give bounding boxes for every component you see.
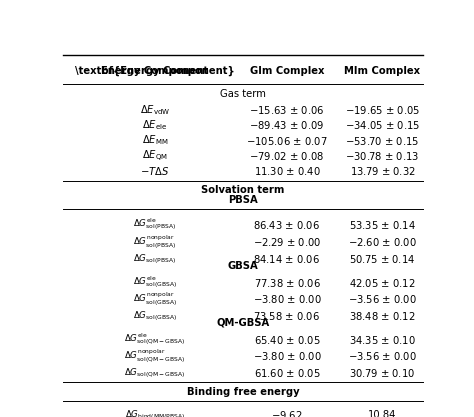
Text: $\Delta G^{\mathrm{ele}}_{\mathrm{sol(GBSA)}}$: $\Delta G^{\mathrm{ele}}_{\mathrm{sol(GB… xyxy=(133,274,177,291)
Text: PBSA: PBSA xyxy=(228,195,258,205)
Text: $-$34.05 $\pm$ 0.15: $-$34.05 $\pm$ 0.15 xyxy=(345,119,420,131)
Text: 11.30 $\pm$ 0.40: 11.30 $\pm$ 0.40 xyxy=(254,166,320,177)
Text: $\Delta G_{\mathrm{bind(MM/PBSA)}}$: $\Delta G_{\mathrm{bind(MM/PBSA)}}$ xyxy=(125,409,185,417)
Text: 10.84: 10.84 xyxy=(368,410,397,417)
Text: $\Delta E_{\mathrm{vdW}}$: $\Delta E_{\mathrm{vdW}}$ xyxy=(139,103,170,117)
Text: 86.43 $\pm$ 0.06: 86.43 $\pm$ 0.06 xyxy=(254,219,320,231)
Text: $-$105.06 $\pm$ 0.07: $-$105.06 $\pm$ 0.07 xyxy=(246,135,328,147)
Text: $\Delta E_{\mathrm{MM}}$: $\Delta E_{\mathrm{MM}}$ xyxy=(142,134,168,148)
Text: Binding free energy: Binding free energy xyxy=(187,387,299,397)
Text: $-$79.02 $\pm$ 0.08: $-$79.02 $\pm$ 0.08 xyxy=(249,150,325,162)
Text: $\Delta G_{\mathrm{sol(QM-GBSA)}}$: $\Delta G_{\mathrm{sol(QM-GBSA)}}$ xyxy=(124,366,185,380)
Text: 53.35 $\pm$ 0.14: 53.35 $\pm$ 0.14 xyxy=(349,219,416,231)
Text: $-$9.62: $-$9.62 xyxy=(271,409,303,417)
Text: 50.75 $\pm$ 0.14: 50.75 $\pm$ 0.14 xyxy=(349,253,416,265)
Text: $-$2.29 $\pm$ 0.00: $-$2.29 $\pm$ 0.00 xyxy=(253,236,321,248)
Text: $-$3.80 $\pm$ 0.00: $-$3.80 $\pm$ 0.00 xyxy=(253,293,321,305)
Text: 84.14 $\pm$ 0.06: 84.14 $\pm$ 0.06 xyxy=(254,253,320,265)
Text: $\Delta G^{\mathrm{nonpolar}}_{\mathrm{sol(GBSA)}}$: $\Delta G^{\mathrm{nonpolar}}_{\mathrm{s… xyxy=(133,290,177,308)
Text: $\Delta G^{\mathrm{nonpolar}}_{\mathrm{sol(PBSA)}}$: $\Delta G^{\mathrm{nonpolar}}_{\mathrm{s… xyxy=(133,233,176,251)
Text: $\Delta G^{\mathrm{ele}}_{\mathrm{sol(QM-GBSA)}}$: $\Delta G^{\mathrm{ele}}_{\mathrm{sol(QM… xyxy=(124,332,185,348)
Text: $-$19.65 $\pm$ 0.05: $-$19.65 $\pm$ 0.05 xyxy=(345,104,420,116)
Text: $\Delta G^{\mathrm{nonpolar}}_{\mathrm{sol(QM-GBSA)}}$: $\Delta G^{\mathrm{nonpolar}}_{\mathrm{s… xyxy=(124,348,185,365)
Text: $\Delta E_{\mathrm{QM}}$: $\Delta E_{\mathrm{QM}}$ xyxy=(142,148,168,163)
Text: $-$53.70 $\pm$ 0.15: $-$53.70 $\pm$ 0.15 xyxy=(346,135,419,147)
Text: $\Delta G_{\mathrm{sol(PBSA)}}$: $\Delta G_{\mathrm{sol(PBSA)}}$ xyxy=(133,252,176,266)
Text: 61.60 $\pm$ 0.05: 61.60 $\pm$ 0.05 xyxy=(254,367,320,379)
Text: QM-GBSA: QM-GBSA xyxy=(216,318,270,328)
Text: 73.58 $\pm$ 0.06: 73.58 $\pm$ 0.06 xyxy=(254,310,320,322)
Text: $\Delta G^{\mathrm{ele}}_{\mathrm{sol(PBSA)}}$: $\Delta G^{\mathrm{ele}}_{\mathrm{sol(PB… xyxy=(133,217,176,234)
Text: $-$3.56 $\pm$ 0.00: $-$3.56 $\pm$ 0.00 xyxy=(348,293,417,305)
Text: Gas term: Gas term xyxy=(220,89,266,99)
Text: \textbf{Energy Component}: \textbf{Energy Component} xyxy=(75,65,235,76)
Text: GBSA: GBSA xyxy=(228,261,258,271)
Text: $\Delta G_{\mathrm{sol(GBSA)}}$: $\Delta G_{\mathrm{sol(GBSA)}}$ xyxy=(133,309,177,323)
Text: $-T\Delta S$: $-T\Delta S$ xyxy=(140,166,169,177)
Text: $\Delta E_{\mathrm{ele}}$: $\Delta E_{\mathrm{ele}}$ xyxy=(142,118,167,132)
Text: 34.35 $\pm$ 0.10: 34.35 $\pm$ 0.10 xyxy=(349,334,416,346)
Text: $-$30.78 $\pm$ 0.13: $-$30.78 $\pm$ 0.13 xyxy=(346,150,419,162)
Text: MIm Complex: MIm Complex xyxy=(345,65,420,75)
Text: 13.79 $\pm$ 0.32: 13.79 $\pm$ 0.32 xyxy=(350,166,415,177)
Text: Solvation term: Solvation term xyxy=(201,185,284,195)
Text: $-$3.80 $\pm$ 0.00: $-$3.80 $\pm$ 0.00 xyxy=(253,350,321,362)
Text: $-$2.60 $\pm$ 0.00: $-$2.60 $\pm$ 0.00 xyxy=(348,236,417,248)
Text: 65.40 $\pm$ 0.05: 65.40 $\pm$ 0.05 xyxy=(254,334,320,346)
Text: GIm Complex: GIm Complex xyxy=(250,65,324,75)
Text: 38.48 $\pm$ 0.12: 38.48 $\pm$ 0.12 xyxy=(349,310,416,322)
Text: Energy Component: Energy Component xyxy=(101,65,209,75)
Text: $-$3.56 $\pm$ 0.00: $-$3.56 $\pm$ 0.00 xyxy=(348,350,417,362)
Text: 77.38 $\pm$ 0.06: 77.38 $\pm$ 0.06 xyxy=(254,276,320,289)
Text: $-$15.63 $\pm$ 0.06: $-$15.63 $\pm$ 0.06 xyxy=(249,104,325,116)
Text: 42.05 $\pm$ 0.12: 42.05 $\pm$ 0.12 xyxy=(349,276,416,289)
Text: $-$89.43 $\pm$ 0.09: $-$89.43 $\pm$ 0.09 xyxy=(249,119,325,131)
Text: 30.79 $\pm$ 0.10: 30.79 $\pm$ 0.10 xyxy=(349,367,416,379)
